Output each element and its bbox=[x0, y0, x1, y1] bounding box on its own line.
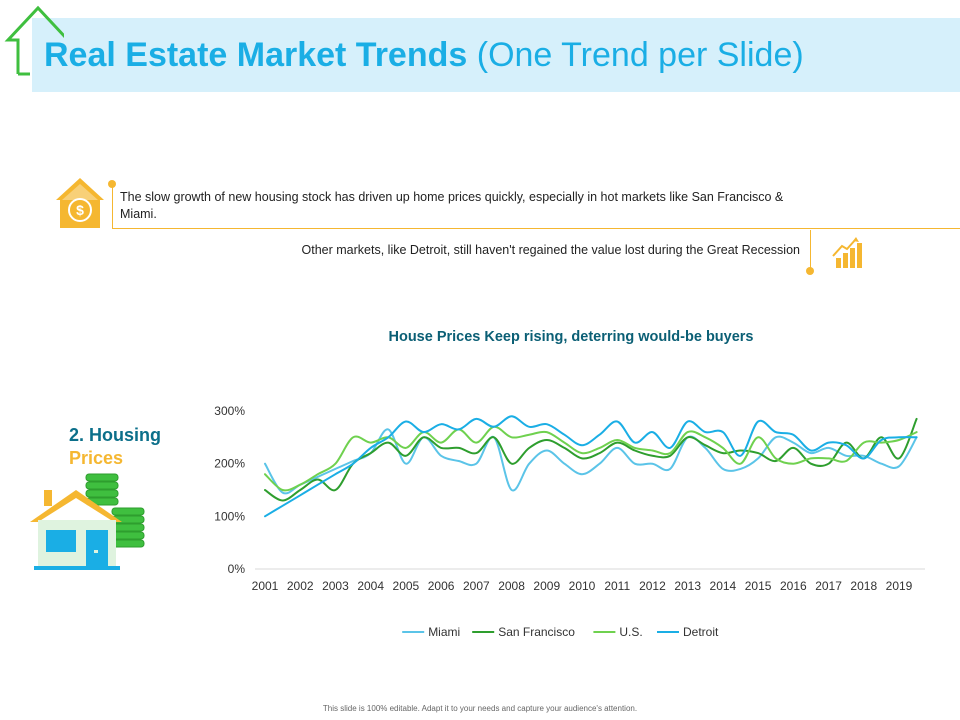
x-tick-label: 2007 bbox=[463, 579, 490, 593]
section-label: 2. Housing Prices bbox=[69, 424, 199, 470]
title-light: (One Trend per Slide) bbox=[476, 36, 804, 74]
insight-1-text: The slow growth of new housing stock has… bbox=[120, 190, 784, 221]
x-tick-label: 2015 bbox=[745, 579, 772, 593]
section-name: Prices bbox=[69, 448, 124, 468]
x-tick-label: 2009 bbox=[533, 579, 560, 593]
page-title: Real Estate Market Trends (One Trend per… bbox=[44, 30, 804, 80]
title-bar bbox=[32, 18, 960, 92]
series-line-detroit bbox=[264, 415, 918, 518]
insight-2-text: Other markets, like Detroit, still haven… bbox=[301, 243, 800, 257]
insight-connector-2 bbox=[810, 230, 811, 270]
x-tick-label: 2010 bbox=[569, 579, 596, 593]
growth-chart-icon bbox=[832, 237, 862, 268]
insight-marker-dot-2 bbox=[806, 267, 814, 275]
footer-note: This slide is 100% editable. Adapt it to… bbox=[322, 704, 638, 713]
house-with-coins-icon bbox=[30, 473, 145, 570]
x-tick-label: 2018 bbox=[850, 579, 877, 593]
x-tick-label: 2002 bbox=[287, 579, 314, 593]
x-tick-label: 2004 bbox=[357, 579, 384, 593]
x-tick-label: 2012 bbox=[639, 579, 666, 593]
x-tick-label: 2003 bbox=[322, 579, 349, 593]
x-tick-label: 2019 bbox=[886, 579, 913, 593]
x-tick-label: 2001 bbox=[252, 579, 279, 593]
y-tick-label: 200% bbox=[214, 457, 245, 471]
x-tick-label: 2011 bbox=[604, 579, 630, 593]
svg-text:$: $ bbox=[76, 202, 84, 218]
y-tick-label: 300% bbox=[214, 404, 245, 418]
x-tick-label: 2006 bbox=[428, 579, 455, 593]
title-bold: Real Estate Market Trends bbox=[44, 36, 468, 74]
legend-label-san-francisco: San Francisco bbox=[498, 625, 575, 639]
x-tick-label: 2017 bbox=[815, 579, 842, 593]
y-tick-label: 0% bbox=[228, 562, 246, 576]
x-tick-label: 2005 bbox=[393, 579, 420, 593]
series-line-san-francisco bbox=[264, 417, 918, 502]
section-number: 2. Housing bbox=[69, 425, 162, 445]
legend-label-miami: Miami bbox=[428, 625, 460, 639]
insight-connector bbox=[112, 184, 113, 228]
x-tick-label: 2014 bbox=[710, 579, 737, 593]
y-tick-label: 100% bbox=[214, 509, 245, 523]
x-tick-label: 2013 bbox=[674, 579, 701, 593]
series-line-u-s- bbox=[264, 425, 918, 492]
insight-divider bbox=[112, 228, 960, 229]
dollar-house-icon: $ bbox=[56, 178, 104, 228]
x-tick-label: 2008 bbox=[498, 579, 525, 593]
x-tick-label: 2016 bbox=[780, 579, 807, 593]
legend-label-detroit: Detroit bbox=[683, 625, 719, 639]
chart-title: House Prices Keep rising, deterring woul… bbox=[388, 329, 753, 345]
house-outline-icon bbox=[4, 5, 64, 76]
legend-label-u-s-: U.S. bbox=[619, 625, 642, 639]
insight-row-1: $ The slow growth of new housing stock h… bbox=[54, 176, 960, 232]
